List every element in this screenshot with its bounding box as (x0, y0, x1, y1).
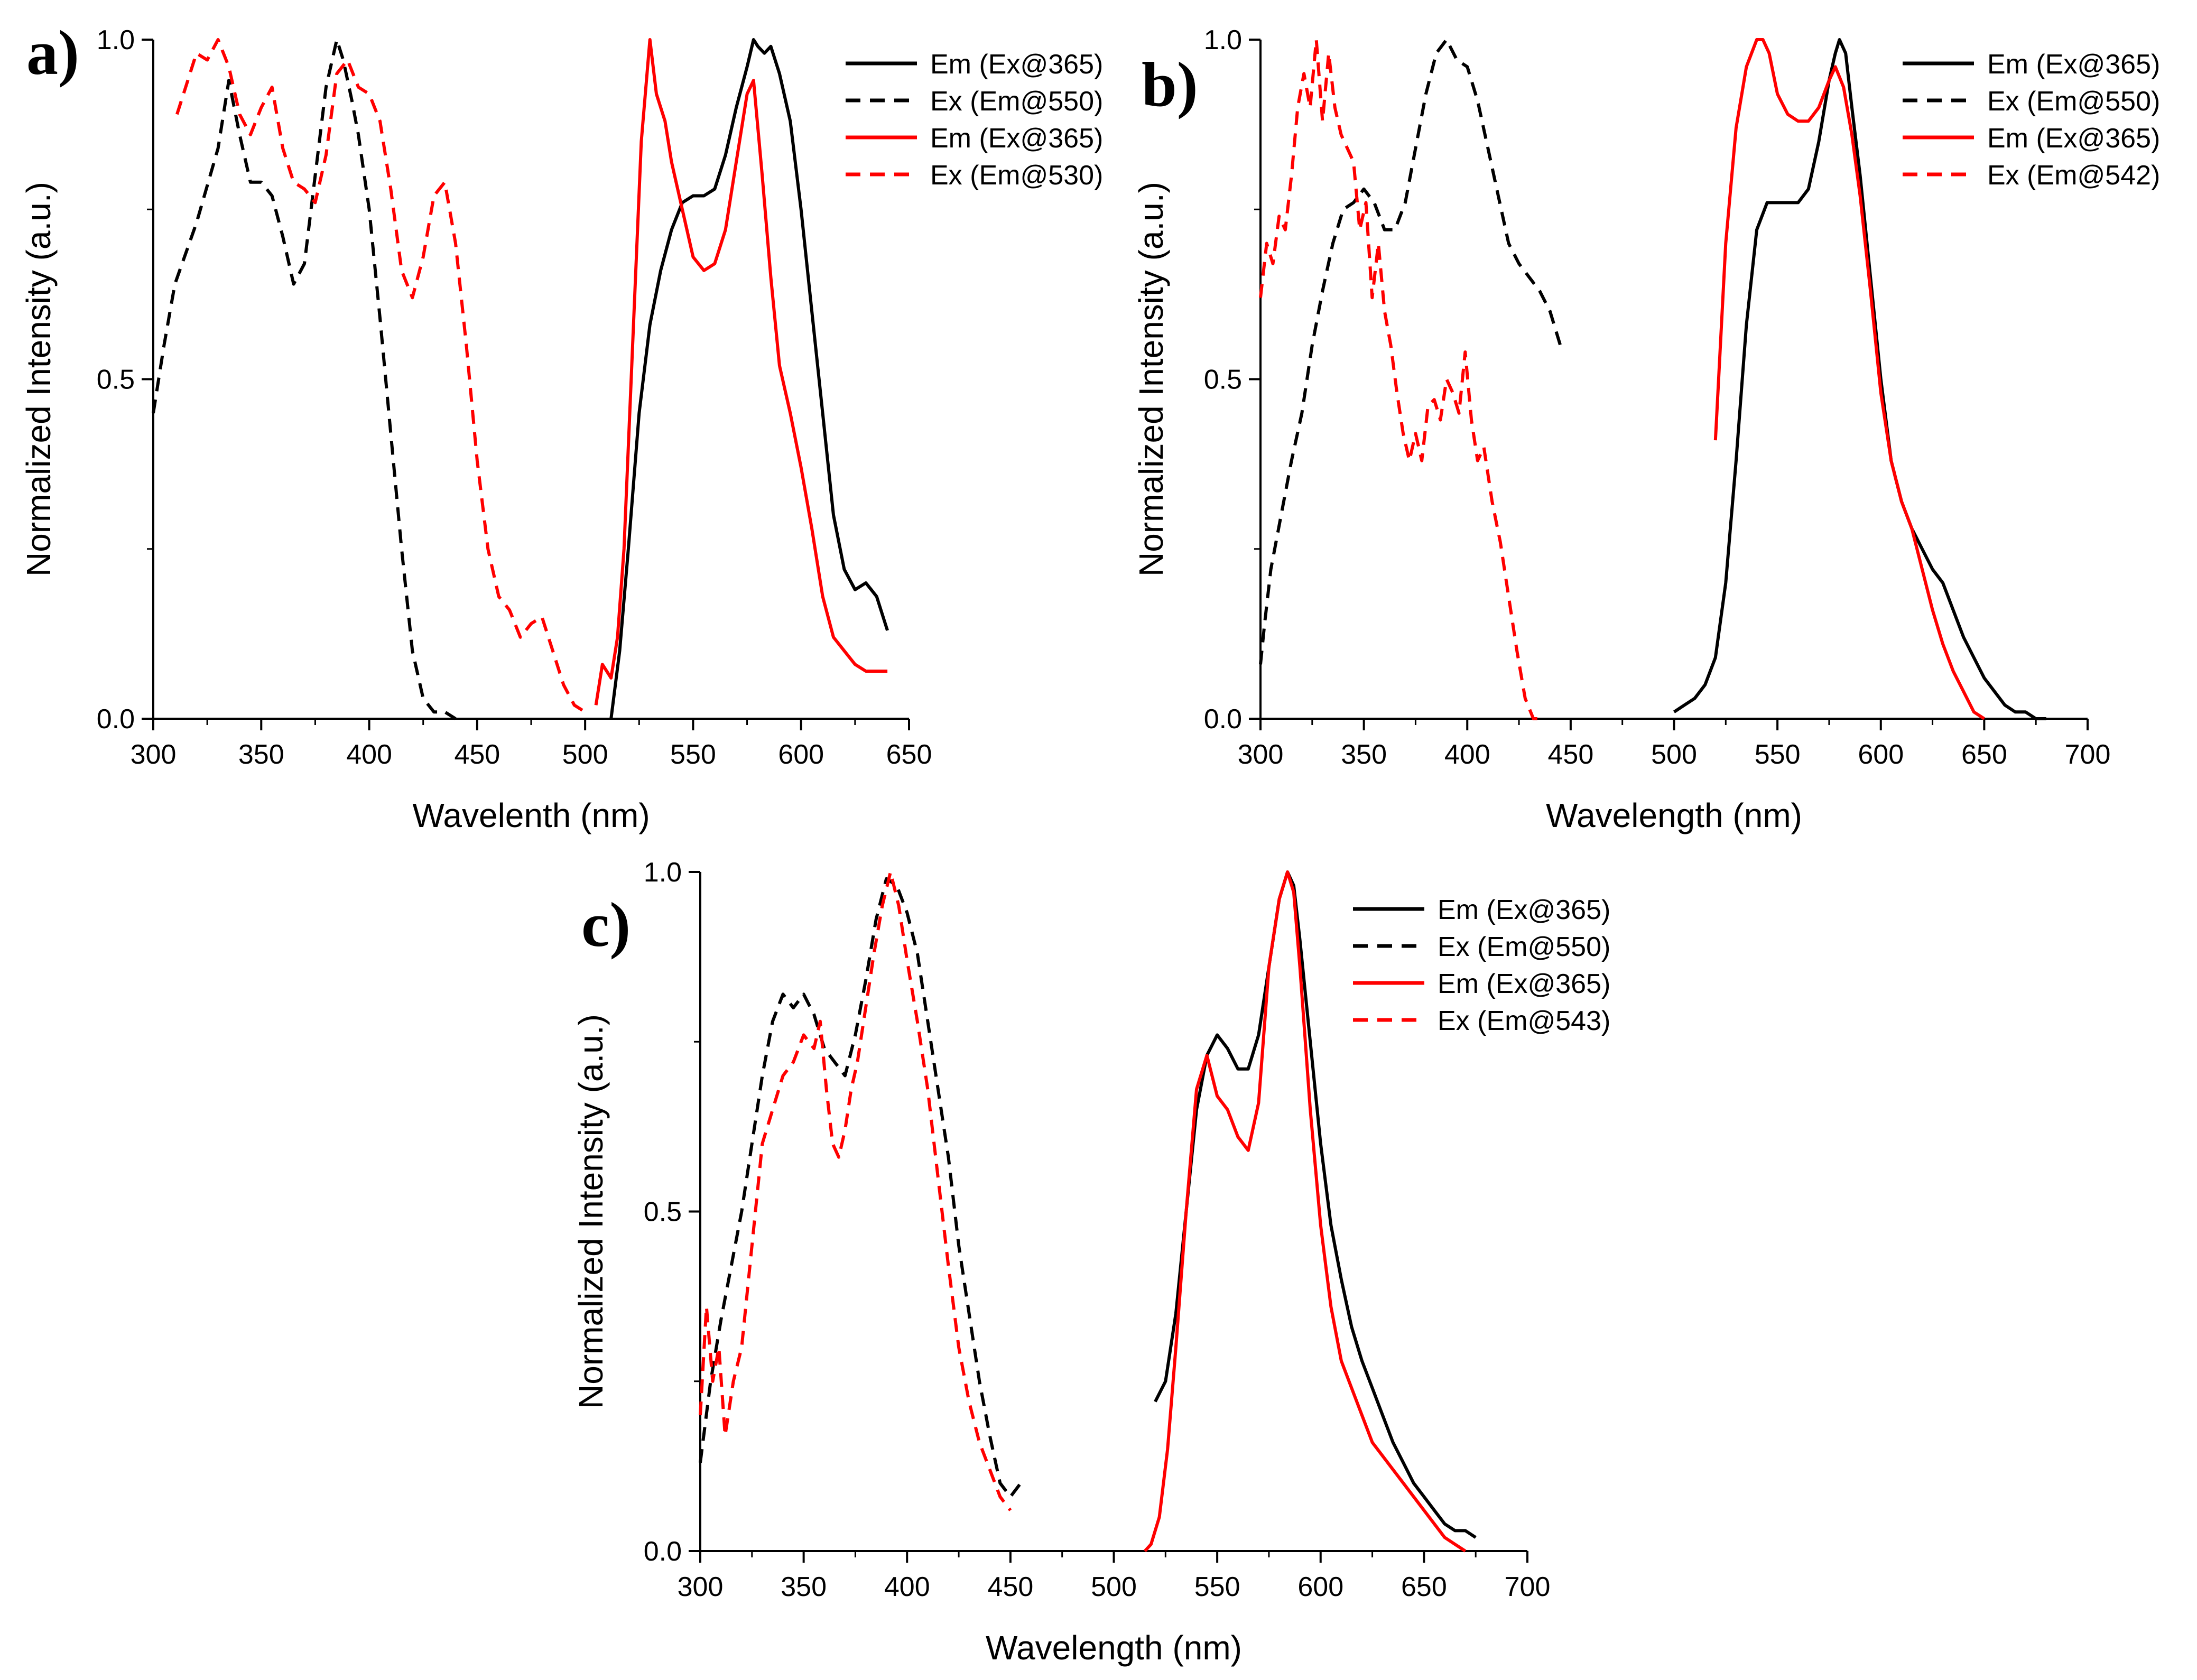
x-tick-label: 350 (781, 1572, 827, 1602)
legend-label: Em (Ex@365) (1987, 49, 2160, 80)
x-tick-label: 450 (454, 739, 500, 770)
legend-label: Em (Ex@365) (1438, 969, 1610, 999)
x-tick-label: 650 (1961, 739, 2007, 770)
x-tick-label: 700 (2065, 739, 2111, 770)
series-line-1 (1673, 38, 2046, 720)
series-line-3 (1713, 38, 1986, 720)
x-tick-label: 400 (1444, 739, 1490, 770)
y-tick-label: 0.0 (97, 704, 135, 735)
panel-b: 300 350 400 450 500 550 600 650 700 0.0 0.5 1.0 Wave… (1132, 25, 2160, 834)
panel-label: b) (1142, 49, 1198, 119)
x-tick-label: 650 (1401, 1572, 1447, 1602)
x-tick-label: 400 (346, 739, 392, 770)
y-axis-title: Normalized Intensity (a.u.) (1132, 182, 1170, 577)
series-line-2 (1259, 38, 1562, 665)
y-axis-title: Normalized Intensity (a.u.) (20, 182, 58, 577)
x-tick-label: 500 (562, 739, 608, 770)
x-tick-label: 450 (1547, 739, 1593, 770)
y-tick-label: 0.5 (97, 365, 135, 395)
y-tick-label: 1.0 (644, 857, 682, 888)
legend-label: Ex (Em@550) (1987, 86, 2160, 117)
series-line-1 (609, 38, 889, 719)
series-line-3 (1143, 870, 1467, 1553)
x-tick-label: 500 (1091, 1572, 1137, 1602)
x-tick-label: 600 (778, 739, 824, 770)
x-tick-label: 400 (884, 1572, 930, 1602)
series-line-2 (152, 38, 457, 720)
y-tick-label: 1.0 (1204, 25, 1242, 55)
x-tick-label: 300 (131, 739, 177, 770)
x-axis-title: Wavelength (nm) (1546, 796, 1802, 834)
series-line-3 (594, 38, 888, 706)
legend-label: Em (Ex@365) (930, 123, 1103, 154)
panel-label: a) (26, 17, 79, 88)
series-line-2 (699, 877, 1022, 1499)
x-tick-label: 550 (670, 739, 716, 770)
y-tick-label: 0.5 (1204, 365, 1242, 395)
legend-label: Ex (Em@543) (1438, 1006, 1610, 1036)
panel-a: 300 350 400 450 500 550 600 650 0.0 0.5 1.0 Wavelen… (20, 17, 1103, 834)
y-axis-title: Normalized Intensity (a.u.) (572, 1014, 610, 1409)
legend-label: Em (Ex@365) (1987, 123, 2160, 154)
legend-label: Ex (Em@542) (1987, 160, 2160, 191)
x-tick-label: 550 (1194, 1572, 1240, 1602)
y-tick-label: 0.0 (1204, 704, 1242, 735)
panel-label: c) (581, 889, 631, 960)
x-tick-label: 450 (987, 1572, 1033, 1602)
y-tick-label: 1.0 (97, 25, 135, 55)
series-line-4 (1259, 38, 1542, 720)
x-axis-title: Wavelenth (nm) (412, 796, 650, 834)
x-tick-label: 500 (1651, 739, 1697, 770)
series-line-4 (175, 38, 586, 713)
y-tick-label: 0.5 (644, 1197, 682, 1228)
legend-label: Em (Ex@365) (1438, 895, 1610, 925)
legend-label: Ex (Em@550) (1438, 932, 1610, 962)
legend-label: Ex (Em@530) (930, 160, 1103, 191)
x-tick-label: 600 (1858, 739, 1904, 770)
legend-label: Em (Ex@365) (930, 49, 1103, 80)
y-tick-label: 0.0 (644, 1536, 682, 1567)
x-tick-label: 300 (678, 1572, 724, 1602)
series-line-1 (1154, 870, 1477, 1539)
panel-c: 300 350 400 450 500 550 600 650 700 0.0 0.5 1.0 Wave… (572, 857, 1610, 1667)
x-tick-label: 350 (238, 739, 284, 770)
legend-label: Ex (Em@550) (930, 86, 1103, 117)
x-tick-label: 650 (886, 739, 932, 770)
x-tick-label: 300 (1238, 739, 1284, 770)
x-axis-title: Wavelength (nm) (986, 1629, 1242, 1667)
x-tick-label: 350 (1341, 739, 1387, 770)
x-tick-label: 700 (1505, 1572, 1551, 1602)
x-tick-label: 550 (1755, 739, 1801, 770)
x-tick-label: 600 (1297, 1572, 1343, 1602)
